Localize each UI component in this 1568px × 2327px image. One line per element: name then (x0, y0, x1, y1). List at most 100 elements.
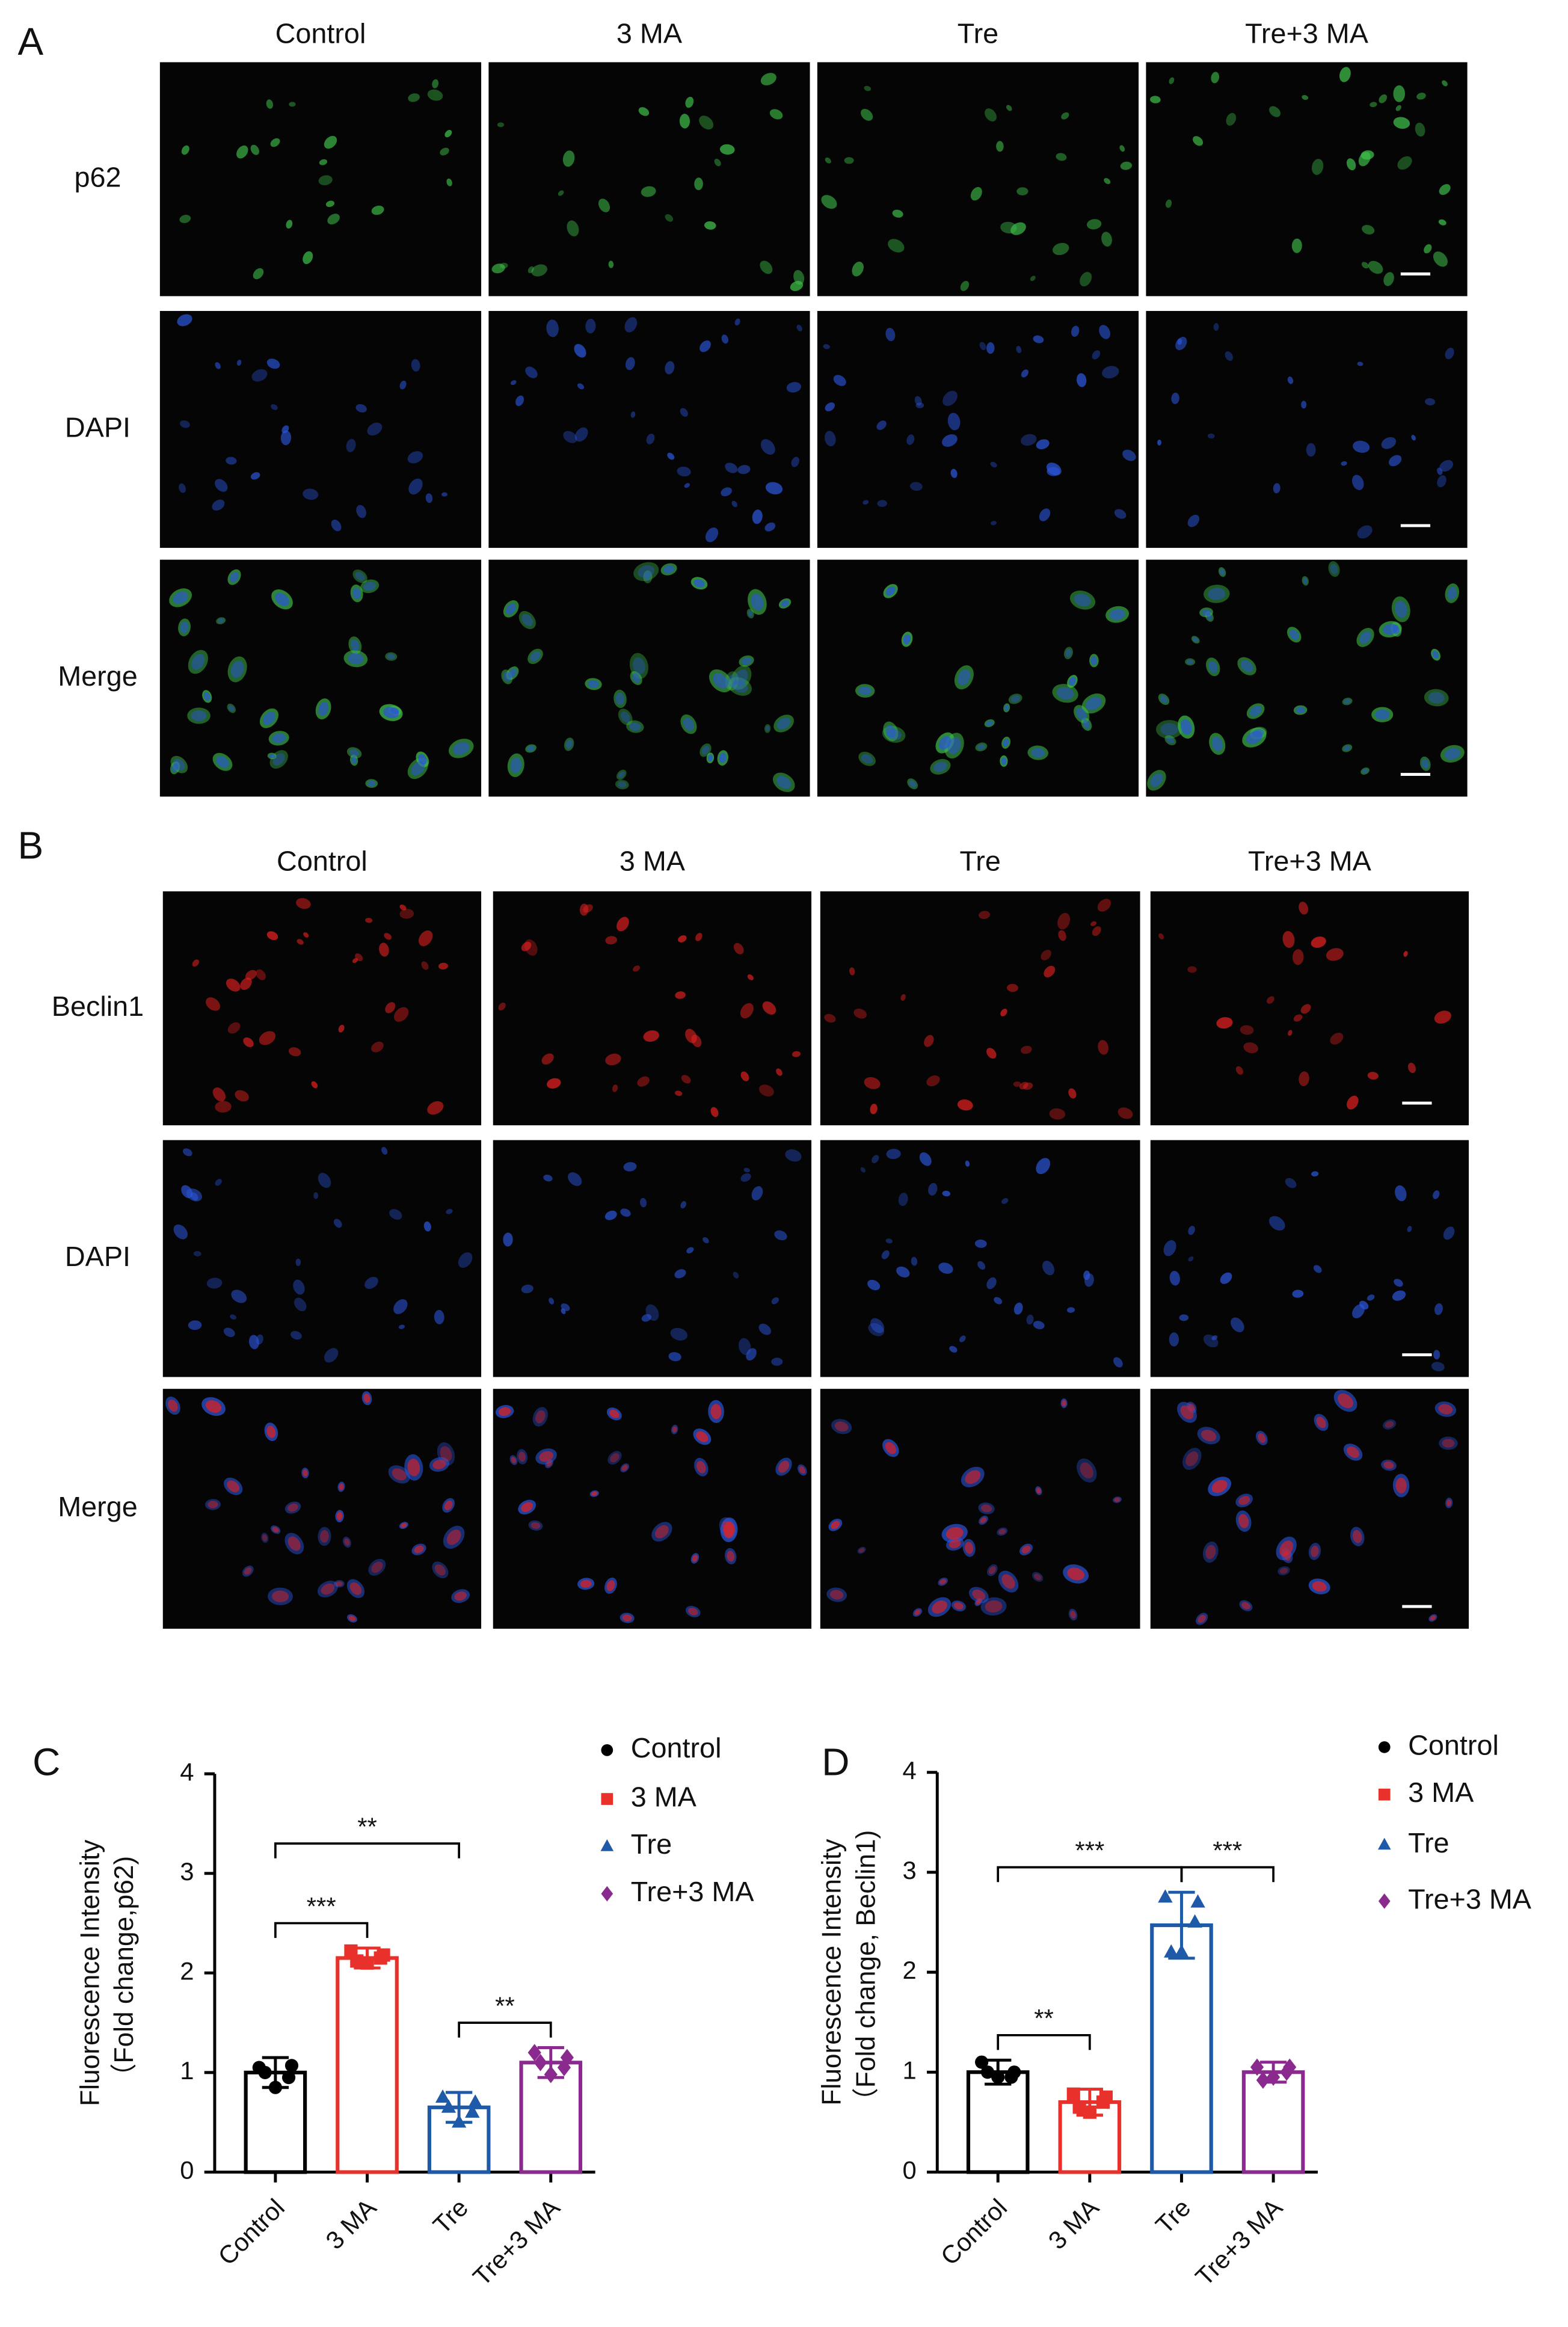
cell (1158, 933, 1164, 940)
column-header: 3 MA (620, 846, 686, 877)
cell (1300, 1004, 1311, 1014)
cell (261, 1532, 269, 1543)
cell (674, 1269, 686, 1279)
row-label: Merge (58, 660, 138, 692)
cell (324, 1348, 339, 1363)
data-point (1004, 2070, 1018, 2084)
legend-label: Control (1408, 1729, 1499, 1760)
cell (668, 1352, 681, 1362)
cell (585, 318, 596, 334)
cell (1086, 219, 1102, 230)
cell (427, 89, 443, 101)
significance-bracket (997, 2033, 1091, 2050)
data-point (557, 2059, 571, 2077)
cell (1155, 720, 1183, 739)
cell (1001, 757, 1007, 765)
cell (503, 1232, 513, 1247)
cell (699, 340, 711, 352)
cell (1285, 1178, 1297, 1188)
cell (334, 1580, 345, 1588)
cell (1393, 85, 1406, 102)
cell (355, 404, 367, 413)
data-point (258, 2065, 272, 2079)
cell (1330, 564, 1338, 574)
cell (1030, 275, 1036, 281)
cell (858, 751, 876, 766)
cell (683, 718, 695, 731)
cell (605, 1053, 621, 1066)
cell (1330, 1033, 1344, 1045)
cell (959, 1335, 966, 1342)
cell (607, 1451, 622, 1465)
cell (1240, 660, 1253, 672)
cell (791, 456, 799, 467)
cell (1065, 648, 1072, 657)
cell (641, 1314, 652, 1322)
cell (1069, 677, 1076, 686)
data-point (527, 2044, 541, 2062)
cell (173, 758, 185, 770)
cell (325, 200, 335, 207)
cell (1359, 631, 1371, 644)
cell (432, 79, 439, 88)
x-tick-label: Tre+3 MA (467, 2193, 565, 2291)
data-point (560, 2049, 574, 2067)
cell (1185, 658, 1196, 666)
cell (617, 781, 627, 788)
cell (1211, 1335, 1218, 1341)
cell (1036, 439, 1050, 449)
cell (606, 1580, 615, 1591)
cell (1169, 1332, 1179, 1347)
y-tick-label: 0 (180, 2156, 194, 2184)
cell (173, 591, 188, 604)
cell (1443, 1226, 1455, 1240)
cell (263, 712, 275, 725)
cell (821, 195, 837, 209)
cell (1080, 272, 1092, 287)
cell (228, 705, 235, 712)
cell (588, 680, 599, 688)
cell (598, 198, 610, 212)
data-point (1072, 2100, 1086, 2114)
cell (1187, 514, 1200, 527)
cell (446, 1208, 453, 1214)
cell (574, 343, 586, 358)
cell (862, 500, 869, 505)
cell (1160, 695, 1168, 703)
cell (231, 1290, 247, 1303)
legend-marker (601, 1793, 613, 1805)
data-point (465, 2104, 480, 2118)
cell (877, 500, 887, 507)
cell (793, 269, 805, 285)
data-point (374, 1951, 387, 1965)
cell (284, 1532, 304, 1555)
cell (764, 522, 776, 532)
cell (626, 720, 644, 733)
cell (521, 613, 533, 626)
cell (695, 933, 703, 941)
cell (1090, 656, 1098, 665)
cell (1013, 1081, 1021, 1087)
cell (349, 1582, 362, 1595)
cell (751, 593, 764, 611)
cell (1392, 1290, 1406, 1301)
cell (942, 1190, 951, 1197)
cell (965, 1470, 981, 1484)
cell (605, 936, 618, 945)
cell (751, 1186, 763, 1200)
cell (965, 1160, 970, 1167)
cell (1277, 1566, 1290, 1576)
cell (985, 108, 997, 121)
cell (680, 408, 688, 417)
cell (217, 618, 224, 624)
cell (1296, 707, 1305, 713)
cell (989, 1566, 996, 1575)
micrograph (162, 1389, 482, 1629)
cell (1367, 1072, 1379, 1080)
cell (1312, 1581, 1327, 1592)
panel-letter: B (18, 824, 44, 867)
cell (1186, 659, 1194, 665)
cell (364, 1276, 378, 1289)
cell (939, 1579, 947, 1585)
cell (371, 1561, 383, 1573)
